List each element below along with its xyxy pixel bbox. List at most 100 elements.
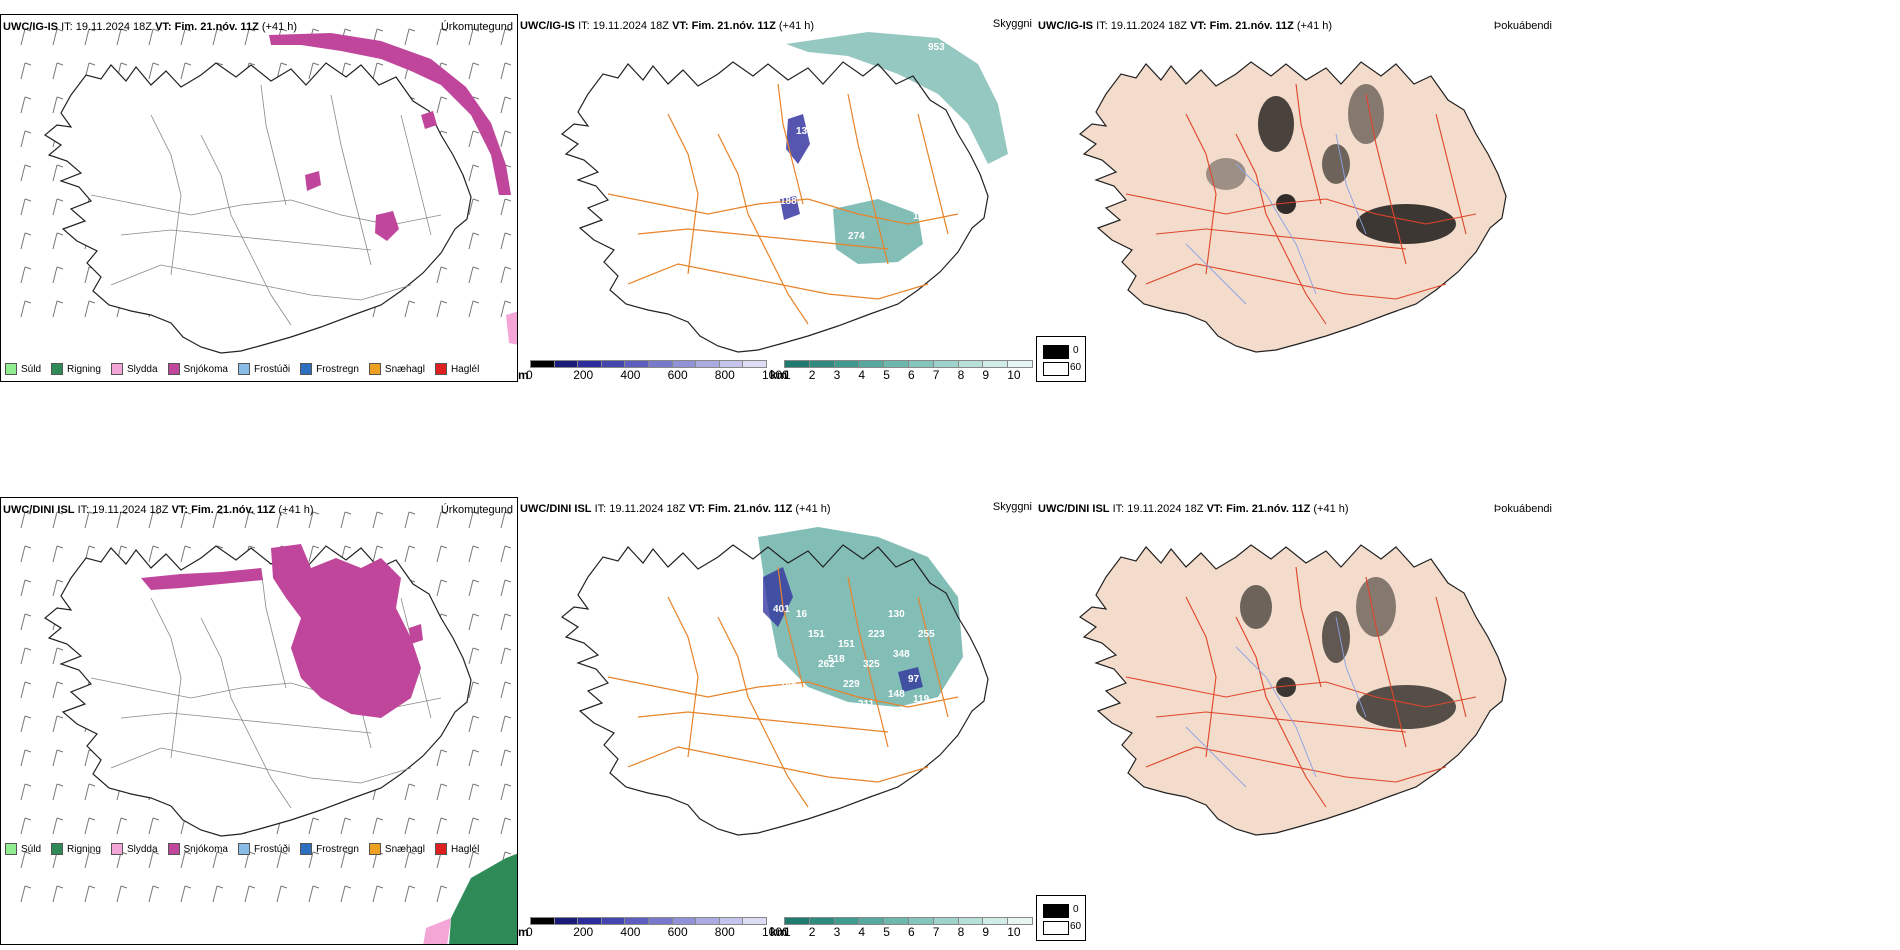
visibility-value: 16 bbox=[796, 609, 808, 620]
wind-barb bbox=[308, 511, 320, 529]
panel-variable: Skyggni bbox=[992, 18, 1032, 30]
legend-swatch bbox=[434, 363, 447, 375]
road-line bbox=[637, 228, 889, 250]
road-line bbox=[1435, 596, 1467, 718]
visibility-value: 15 bbox=[838, 156, 850, 167]
vis-teal-northeast bbox=[758, 527, 963, 707]
wind-barb bbox=[180, 28, 192, 46]
vis-teal-north-sea bbox=[786, 32, 1008, 164]
colorbar-tick: 200 bbox=[573, 925, 594, 939]
legend-label: Frostúði bbox=[253, 843, 291, 855]
precip-type-panel-top: UWC/IG-IS IT: 19.11.2024 18Z VT: Fim. 21… bbox=[0, 14, 518, 382]
colorbar-unit-m: m bbox=[518, 925, 529, 939]
wind-barb bbox=[20, 62, 32, 80]
panel-title: UWC/DINI ISL IT: 19.11.2024 18Z VT: Fim.… bbox=[3, 504, 314, 516]
road-line bbox=[1365, 93, 1407, 265]
colorbar-segment bbox=[982, 360, 1009, 368]
legend-label: Rigning bbox=[67, 843, 101, 855]
wind-barb bbox=[52, 164, 64, 182]
road-line bbox=[1365, 576, 1407, 748]
wind-barb bbox=[468, 647, 480, 665]
legend-swatch bbox=[368, 363, 381, 375]
legend-label: Frostregn bbox=[316, 363, 359, 375]
wind-barb bbox=[148, 511, 160, 529]
legend-swatch bbox=[300, 843, 313, 855]
precip-type-map-top bbox=[20, 28, 517, 354]
wind-barb bbox=[404, 885, 416, 903]
wind-barb bbox=[244, 28, 256, 46]
snow-area-n2 bbox=[421, 111, 437, 129]
colorbar-segment bbox=[858, 360, 885, 368]
legend-item: Snæhagl bbox=[368, 843, 425, 855]
colorbar-segment bbox=[858, 917, 885, 925]
fog-shading bbox=[1240, 577, 1456, 729]
road-line bbox=[717, 133, 809, 325]
panel-title: UWC/DINI ISL IT: 19.11.2024 18Z VT: Fim.… bbox=[1038, 503, 1349, 515]
colorbar-segment bbox=[624, 360, 649, 368]
panel-variable: Skyggni bbox=[992, 501, 1032, 513]
legend-swatch bbox=[167, 363, 180, 375]
wind-barb bbox=[468, 715, 480, 733]
wind-barb bbox=[468, 681, 480, 699]
wind-barb bbox=[500, 130, 512, 148]
legend-swatch bbox=[110, 363, 123, 375]
wind-barb bbox=[372, 817, 384, 835]
visibility-panel-bottom: 303 16 151 168 386 199 97 119 262 223 130 255 401 151… bbox=[518, 497, 1036, 945]
visibility-value: 14 bbox=[913, 714, 925, 725]
wind-barb bbox=[52, 647, 64, 665]
visibility-value: 274 bbox=[848, 231, 865, 242]
legend-label: Slydda bbox=[126, 363, 158, 375]
wind-barb bbox=[372, 885, 384, 903]
road-line bbox=[847, 576, 889, 748]
fog-legend: 0 60 bbox=[1036, 336, 1086, 382]
wind-barb bbox=[212, 851, 224, 869]
legend-swatch bbox=[110, 843, 123, 855]
colorbar-segment bbox=[671, 917, 697, 925]
wind-barb bbox=[52, 96, 64, 114]
colorbar-tick: 9 bbox=[982, 925, 990, 939]
road-line bbox=[607, 193, 959, 225]
colorbar-segment bbox=[833, 360, 860, 368]
colorbar-tick: 7 bbox=[932, 368, 940, 382]
wind-barb bbox=[20, 647, 32, 665]
precip-type-map-bottom bbox=[20, 511, 517, 944]
wind-barb bbox=[500, 681, 512, 699]
colorbar-tick: 600 bbox=[667, 925, 688, 939]
colorbar-segment bbox=[553, 360, 579, 368]
road-line bbox=[777, 83, 804, 205]
wind-barb bbox=[340, 885, 352, 903]
legend-item: Súld bbox=[5, 843, 41, 855]
colorbar-segment bbox=[932, 360, 959, 368]
wind-barb bbox=[20, 511, 32, 529]
colorbar-segment bbox=[908, 360, 934, 368]
wind-barb bbox=[436, 266, 448, 284]
legend-swatch bbox=[368, 843, 381, 855]
visibility-value: 172 bbox=[913, 211, 930, 222]
snow-area-northeast bbox=[271, 544, 421, 718]
road-line bbox=[1295, 83, 1322, 205]
wind-barb bbox=[20, 681, 32, 699]
colorbar-tick: 2 bbox=[808, 368, 816, 382]
wind-barb bbox=[52, 545, 64, 563]
wind-barb bbox=[52, 749, 64, 767]
panel-variable: Úrkomutegund bbox=[440, 504, 513, 516]
wind-barb bbox=[404, 783, 416, 801]
colorbar-tick: 0 bbox=[526, 368, 533, 382]
panel-variable: Þokuábendi bbox=[1493, 20, 1552, 32]
colorbar-segment bbox=[600, 917, 626, 925]
colorbar-segment bbox=[695, 360, 720, 368]
wind-barb bbox=[52, 232, 64, 250]
colorbar-tick: 1 bbox=[784, 368, 791, 382]
fog-legend: 0 60 bbox=[1036, 895, 1086, 941]
colorbar-segment bbox=[530, 360, 555, 368]
wind-barb bbox=[20, 749, 32, 767]
wind-barb bbox=[148, 28, 160, 46]
road-line bbox=[1145, 263, 1447, 300]
wind-barb bbox=[20, 783, 32, 801]
visibility-colorbar: m 0 200 400 600 800 1000 km 1 2 3 4 5 6 7 8 9 10 bbox=[518, 917, 1036, 939]
visibility-value: 129 bbox=[778, 704, 795, 715]
wind-barb bbox=[308, 817, 320, 835]
wind-barb bbox=[20, 266, 32, 284]
legend-label: Snjókoma bbox=[183, 363, 228, 375]
